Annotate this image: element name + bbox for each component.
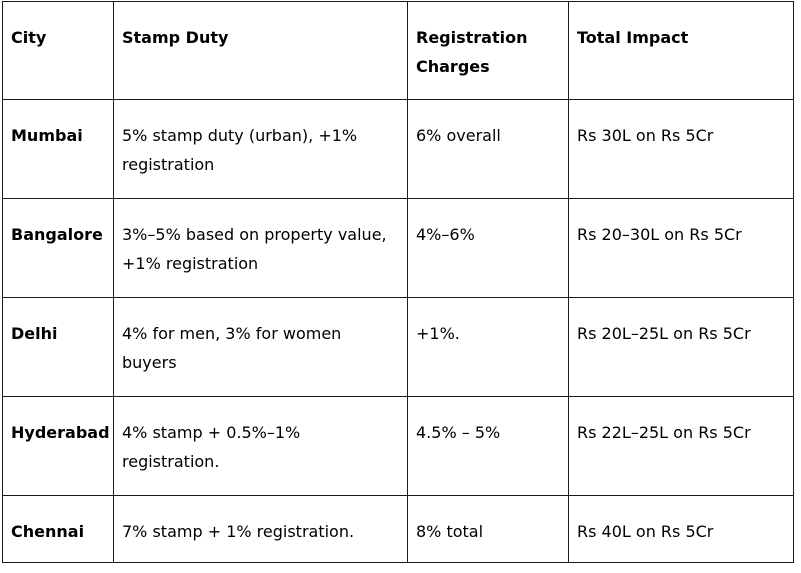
total-impact-cell: Rs 30L on Rs 5Cr [568,99,794,199]
table-row: Delhi 4% for men, 3% for women buyers +1… [2,297,794,397]
registration-cell: 6% overall [407,99,569,199]
stamp-duty-cell: 7% stamp + 1% registration. [113,495,408,563]
table-row: Mumbai 5% stamp duty (urban), +1% regist… [2,99,794,199]
city-cell: Bangalore [2,198,114,298]
registration-cell: 4%–6% [407,198,569,298]
city-cell: Delhi [2,297,114,397]
total-impact-cell: Rs 40L on Rs 5Cr [568,495,794,563]
table-row: Chennai 7% stamp + 1% registration. 8% t… [2,495,794,563]
header-registration-charges: Registration Charges [407,1,569,100]
stamp-duty-table: City Stamp Duty Registration Charges Tot… [2,1,794,563]
table-row: Bangalore 3%–5% based on property value,… [2,198,794,298]
registration-cell: 8% total [407,495,569,563]
stamp-duty-cell: 4% stamp + 0.5%–1% registration. [113,396,408,496]
total-impact-cell: Rs 20–30L on Rs 5Cr [568,198,794,298]
stamp-duty-cell: 4% for men, 3% for women buyers [113,297,408,397]
header-city: City [2,1,114,100]
header-stamp-duty: Stamp Duty [113,1,408,100]
city-cell: Chennai [2,495,114,563]
total-impact-cell: Rs 22L–25L on Rs 5Cr [568,396,794,496]
header-total-impact: Total Impact [568,1,794,100]
stamp-duty-cell: 3%–5% based on property value, +1% regis… [113,198,408,298]
table-header-row: City Stamp Duty Registration Charges Tot… [2,1,794,100]
registration-cell: 4.5% – 5% [407,396,569,496]
table-row: Hyderabad 4% stamp + 0.5%–1% registratio… [2,396,794,496]
registration-cell: +1%. [407,297,569,397]
total-impact-cell: Rs 20L–25L on Rs 5Cr [568,297,794,397]
city-cell: Mumbai [2,99,114,199]
stamp-duty-cell: 5% stamp duty (urban), +1% registration [113,99,408,199]
city-cell: Hyderabad [2,396,114,496]
